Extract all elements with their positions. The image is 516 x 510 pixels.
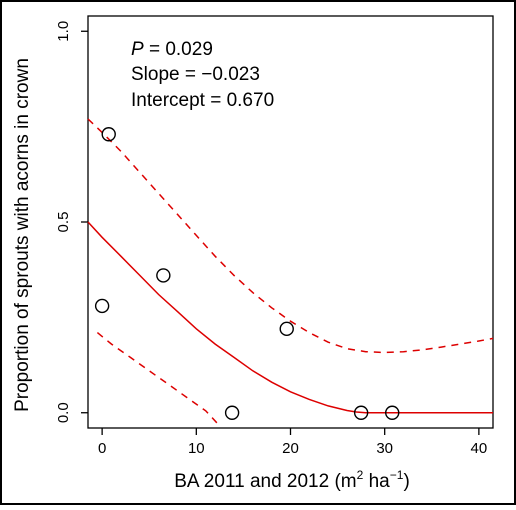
y-tick-label: 1.0 (55, 21, 72, 42)
slope-text: Slope = −0.023 (131, 64, 260, 85)
y-axis-title: Proportion of sprouts with acorns in cro… (12, 58, 33, 412)
data-point (156, 268, 171, 283)
data-point (385, 405, 400, 420)
data-point (101, 127, 116, 142)
y-tick-label: 0.0 (55, 402, 72, 423)
upper-confidence-band (87, 118, 494, 354)
x-tick-label: 30 (376, 440, 393, 457)
data-point (94, 298, 110, 314)
intercept-text: Intercept = 0.670 (131, 90, 274, 111)
y-tick-label: 0.5 (55, 212, 72, 233)
x-tick-label: 10 (188, 440, 205, 457)
stats-annotation: P = 0.029 Slope = −0.023 Intercept = 0.6… (131, 39, 274, 111)
data-point (353, 405, 369, 420)
y-axis: 0.0 0.5 1.0 (55, 21, 88, 423)
data-point (279, 321, 294, 337)
x-axis-title: BA 2011 and 2012 (m2 ha−1) (174, 468, 410, 492)
data-point (224, 405, 240, 420)
x-tick-label: 40 (471, 440, 488, 457)
x-axis: 0 10 20 30 40 (98, 428, 487, 457)
p-value-text: P = 0.029 (131, 39, 213, 60)
x-tick-label: 20 (282, 440, 299, 457)
data-points (94, 127, 400, 420)
fitted-curve (87, 221, 493, 414)
x-tick-label: 0 (98, 440, 106, 457)
fit-layer (87, 118, 494, 427)
